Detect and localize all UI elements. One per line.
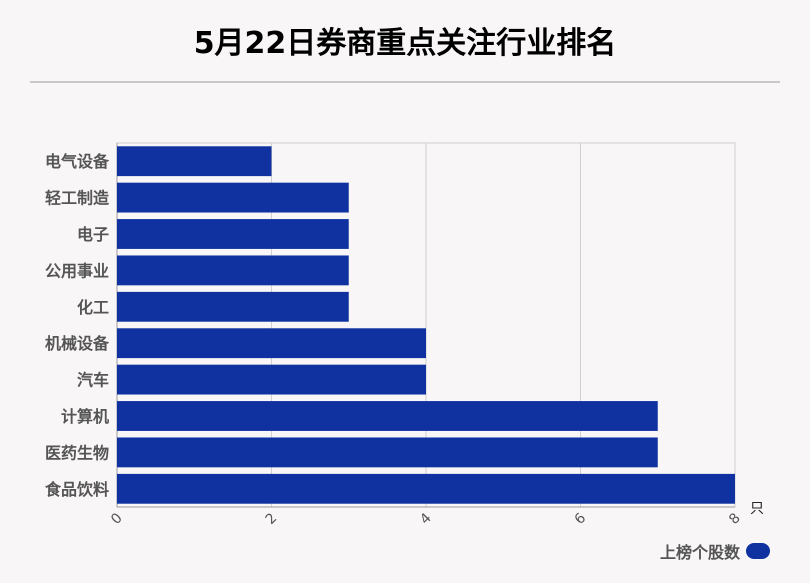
bar xyxy=(117,364,426,395)
category-label: 医药生物 xyxy=(45,443,109,462)
bar xyxy=(117,146,272,177)
category-label: 电气设备 xyxy=(45,152,110,171)
category-label: 公用事业 xyxy=(45,261,109,280)
category-label: 轻工制造 xyxy=(45,189,110,208)
bar xyxy=(117,401,658,431)
legend: 上榜个股数 xyxy=(660,539,770,563)
x-unit-label: 只 xyxy=(750,501,764,517)
category-label: 汽车 xyxy=(77,371,109,390)
bar xyxy=(117,473,735,504)
bar xyxy=(117,437,658,468)
legend-label: 上榜个股数 xyxy=(659,543,740,562)
category-label: 计算机 xyxy=(61,407,109,426)
category-label: 食品饮料 xyxy=(44,480,109,499)
category-label: 机械设备 xyxy=(45,334,110,353)
bar xyxy=(117,328,426,359)
x-tick-label: 0 xyxy=(108,510,126,528)
bar xyxy=(117,219,349,249)
x-tick-label: 6 xyxy=(572,510,590,528)
bar xyxy=(117,182,349,213)
x-tick-label: 8 xyxy=(726,510,744,528)
bar xyxy=(117,255,349,286)
chart-title: 5月22日券商重点关注行业排名 xyxy=(193,26,617,61)
title-divider xyxy=(30,81,780,83)
bar xyxy=(117,291,349,322)
x-tick-label: 2 xyxy=(263,510,281,528)
category-label: 化工 xyxy=(77,298,109,317)
legend-swatch xyxy=(746,543,770,559)
category-label: 电子 xyxy=(77,225,109,244)
x-tick-label: 4 xyxy=(417,510,435,528)
